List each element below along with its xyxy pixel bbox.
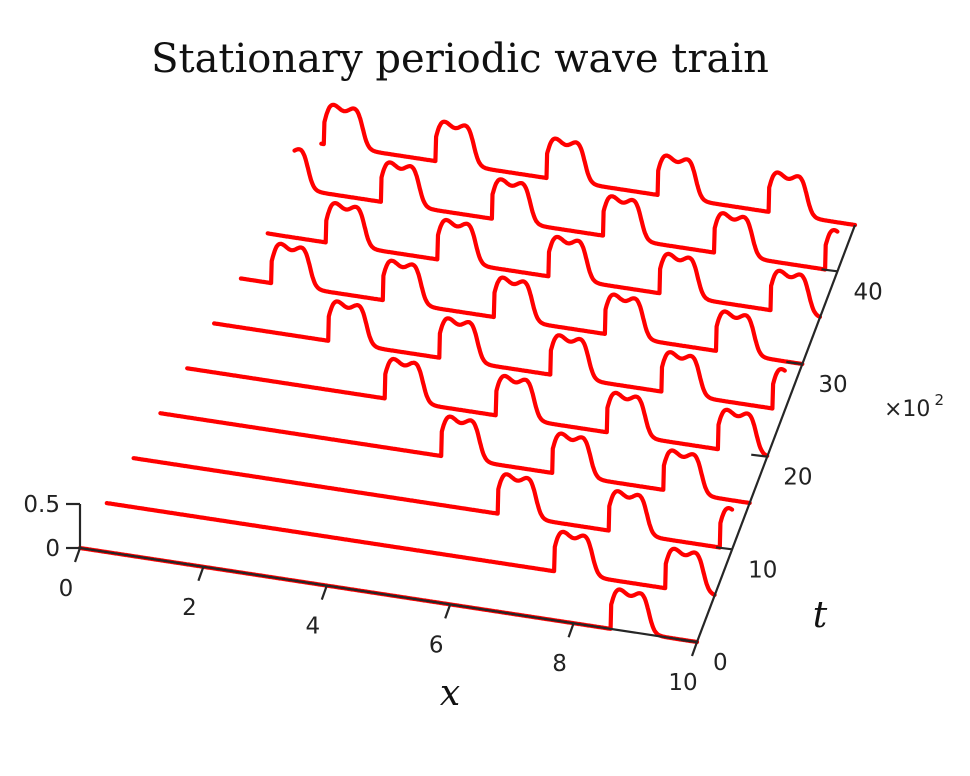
wave-trace-9 <box>319 102 858 228</box>
x-axis-label: x <box>440 673 460 714</box>
t-axis-multiplier-exponent: 2 <box>934 391 944 409</box>
t-axis-line <box>695 224 857 643</box>
t-axis-label: t <box>813 595 828 636</box>
t-axis-ticks: 0 10 20 30 40 <box>680 268 883 676</box>
x-tick-label: 8 <box>552 651 567 677</box>
t-tick-label: 40 <box>853 279 882 305</box>
x-tick-mark <box>197 566 205 582</box>
x-axis-line <box>79 546 698 644</box>
z-tick-label: 0.5 <box>23 492 60 518</box>
x-tick-mark <box>73 547 82 563</box>
t-tick-mark <box>680 638 698 644</box>
x-tick-label: 0 <box>59 576 74 602</box>
t-tick-mark <box>715 546 733 551</box>
t-tick-label: 0 <box>713 650 728 676</box>
wave-trace-1 <box>104 501 717 597</box>
wave-trace-8 <box>292 147 840 272</box>
t-tick-label: 20 <box>783 465 812 491</box>
x-tick-label: 4 <box>305 614 320 640</box>
t-axis-multiplier-base: ×10 <box>884 397 930 422</box>
wave-trace-7 <box>265 201 822 319</box>
t-tick-mark <box>821 268 838 273</box>
t-tick-mark <box>786 360 803 366</box>
x-tick-mark <box>320 585 328 600</box>
t-axis-multiplier: ×10 2 <box>884 391 944 422</box>
t-tick-label: 10 <box>748 557 777 583</box>
wave-trace-5 <box>212 299 787 411</box>
x-axis-ticks: 0 2 4 6 8 10 <box>59 547 699 696</box>
wave-traces <box>77 102 858 645</box>
wave-trace-2 <box>131 456 735 550</box>
wave-trace-3 <box>158 411 752 506</box>
x-tick-mark <box>444 604 452 619</box>
x-tick-mark <box>567 622 575 638</box>
x-tick-label: 6 <box>429 632 444 658</box>
x-tick-label: 2 <box>182 595 197 621</box>
wave-trace-4 <box>185 356 770 458</box>
z-tick-label: 0 <box>45 536 60 562</box>
x-tick-mark <box>690 641 699 657</box>
wave-trace-6 <box>238 241 805 367</box>
t-tick-mark <box>751 453 768 458</box>
chart-title: Stationary periodic wave train <box>151 36 769 82</box>
t-tick-label: 30 <box>818 372 847 398</box>
z-axis-ticks: 0.50 <box>23 492 80 562</box>
x-tick-label: 10 <box>668 670 697 696</box>
